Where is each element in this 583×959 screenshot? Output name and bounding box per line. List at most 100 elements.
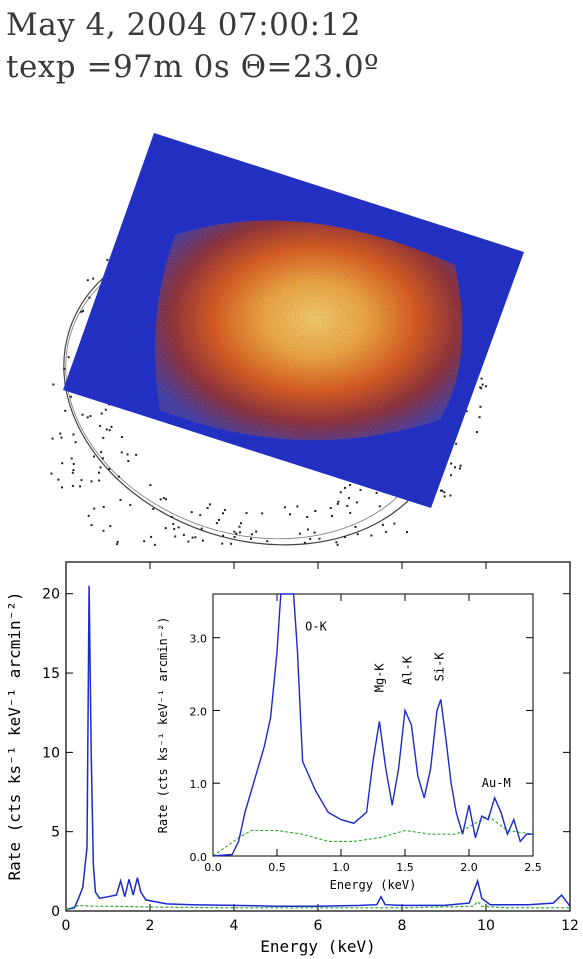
speckle xyxy=(309,537,312,540)
speckle xyxy=(218,518,220,521)
speckle xyxy=(250,537,252,540)
speckle xyxy=(116,540,119,543)
speckle xyxy=(314,510,317,512)
speckle xyxy=(343,536,346,538)
x-tick-label: 2.0 xyxy=(460,861,478,874)
y-tick-label: 0.0 xyxy=(190,851,208,864)
speckle xyxy=(182,533,185,536)
speckle xyxy=(116,543,119,546)
speckle xyxy=(313,531,316,534)
speckle xyxy=(239,531,241,534)
speckle xyxy=(102,436,105,439)
speckle xyxy=(108,429,111,432)
speckle xyxy=(206,507,209,509)
speckle xyxy=(152,507,155,510)
speckle xyxy=(119,498,122,501)
speckle xyxy=(52,383,55,386)
speckle xyxy=(443,491,446,494)
speckle xyxy=(87,514,90,517)
speckle xyxy=(173,527,176,530)
speckle xyxy=(72,463,75,465)
speckle xyxy=(201,539,204,542)
speckle xyxy=(480,377,483,380)
speckle xyxy=(100,412,103,415)
speckle xyxy=(337,500,340,503)
speckle xyxy=(92,277,95,280)
speckle xyxy=(478,416,481,419)
speckle xyxy=(135,453,138,456)
speckle xyxy=(150,535,153,538)
speckle xyxy=(98,479,101,482)
speckle xyxy=(110,425,113,428)
speckle xyxy=(79,485,82,488)
speckle xyxy=(455,442,458,445)
exposure-text: texp =97m 0s Θ=23.0º xyxy=(6,49,380,85)
speckle xyxy=(172,523,175,525)
speckle xyxy=(289,513,291,516)
speckle xyxy=(200,527,203,530)
speckle xyxy=(306,528,309,531)
speckle xyxy=(266,540,269,543)
speckle xyxy=(441,489,444,492)
x-tick-label: 0 xyxy=(62,918,71,934)
speckle xyxy=(329,507,332,510)
speckle xyxy=(86,279,89,282)
speckle xyxy=(109,525,112,528)
speckle xyxy=(74,441,77,444)
speckle xyxy=(100,451,103,454)
main-series-line-green xyxy=(65,900,570,910)
x-tick-label: 0.5 xyxy=(268,861,286,874)
speckle xyxy=(255,530,258,533)
speckle xyxy=(222,512,224,515)
speckle xyxy=(92,455,95,458)
speckle xyxy=(221,542,224,545)
speckle xyxy=(67,356,70,359)
speckle xyxy=(385,530,388,533)
speckle xyxy=(354,526,357,528)
speckle xyxy=(450,474,452,477)
speckle xyxy=(190,511,193,514)
speckle xyxy=(349,511,352,514)
speckle xyxy=(99,424,102,427)
inset-series-line-green xyxy=(212,815,534,857)
speckle xyxy=(479,386,482,389)
speckle xyxy=(459,467,461,470)
main-x-axis-label: Energy (keV) xyxy=(260,937,376,956)
speckle xyxy=(339,491,342,494)
speckle xyxy=(90,480,93,483)
speckle xyxy=(159,498,162,501)
speckle xyxy=(174,535,177,538)
speckle xyxy=(306,516,309,519)
speckle xyxy=(60,436,63,439)
speckle xyxy=(104,408,107,411)
speckle xyxy=(222,534,225,537)
speckle xyxy=(450,462,453,465)
speckle xyxy=(187,540,190,543)
speckle xyxy=(484,385,487,388)
inset-y-axis-label: Rate (cts ks⁻¹ keV⁻¹ arcmin⁻²) xyxy=(156,617,170,834)
speckle xyxy=(393,522,396,525)
speckle xyxy=(120,451,123,454)
speckle xyxy=(303,541,306,544)
speckle xyxy=(381,523,384,526)
speckle xyxy=(61,462,64,465)
speckle xyxy=(233,536,236,538)
speckle xyxy=(331,515,333,517)
main-y-axis-label: Rate (cts ks⁻¹ keV⁻¹ arcmin⁻²) xyxy=(5,592,24,881)
xray-detector-image xyxy=(50,133,524,546)
speckle xyxy=(57,478,60,481)
speckle xyxy=(355,501,358,504)
speckle xyxy=(127,460,130,462)
speckle xyxy=(102,529,105,532)
annotation-label: O-K xyxy=(305,619,327,633)
y-tick-label: 5 xyxy=(51,825,60,841)
speckle xyxy=(298,532,301,535)
speckle xyxy=(230,542,233,545)
y-tick-label: 20 xyxy=(42,587,60,603)
speckle xyxy=(71,484,74,487)
speckle xyxy=(80,479,83,482)
speckle xyxy=(80,310,83,313)
y-tick-label: 15 xyxy=(42,666,60,682)
x-tick-label: 10 xyxy=(477,918,495,934)
speckle xyxy=(177,526,180,529)
